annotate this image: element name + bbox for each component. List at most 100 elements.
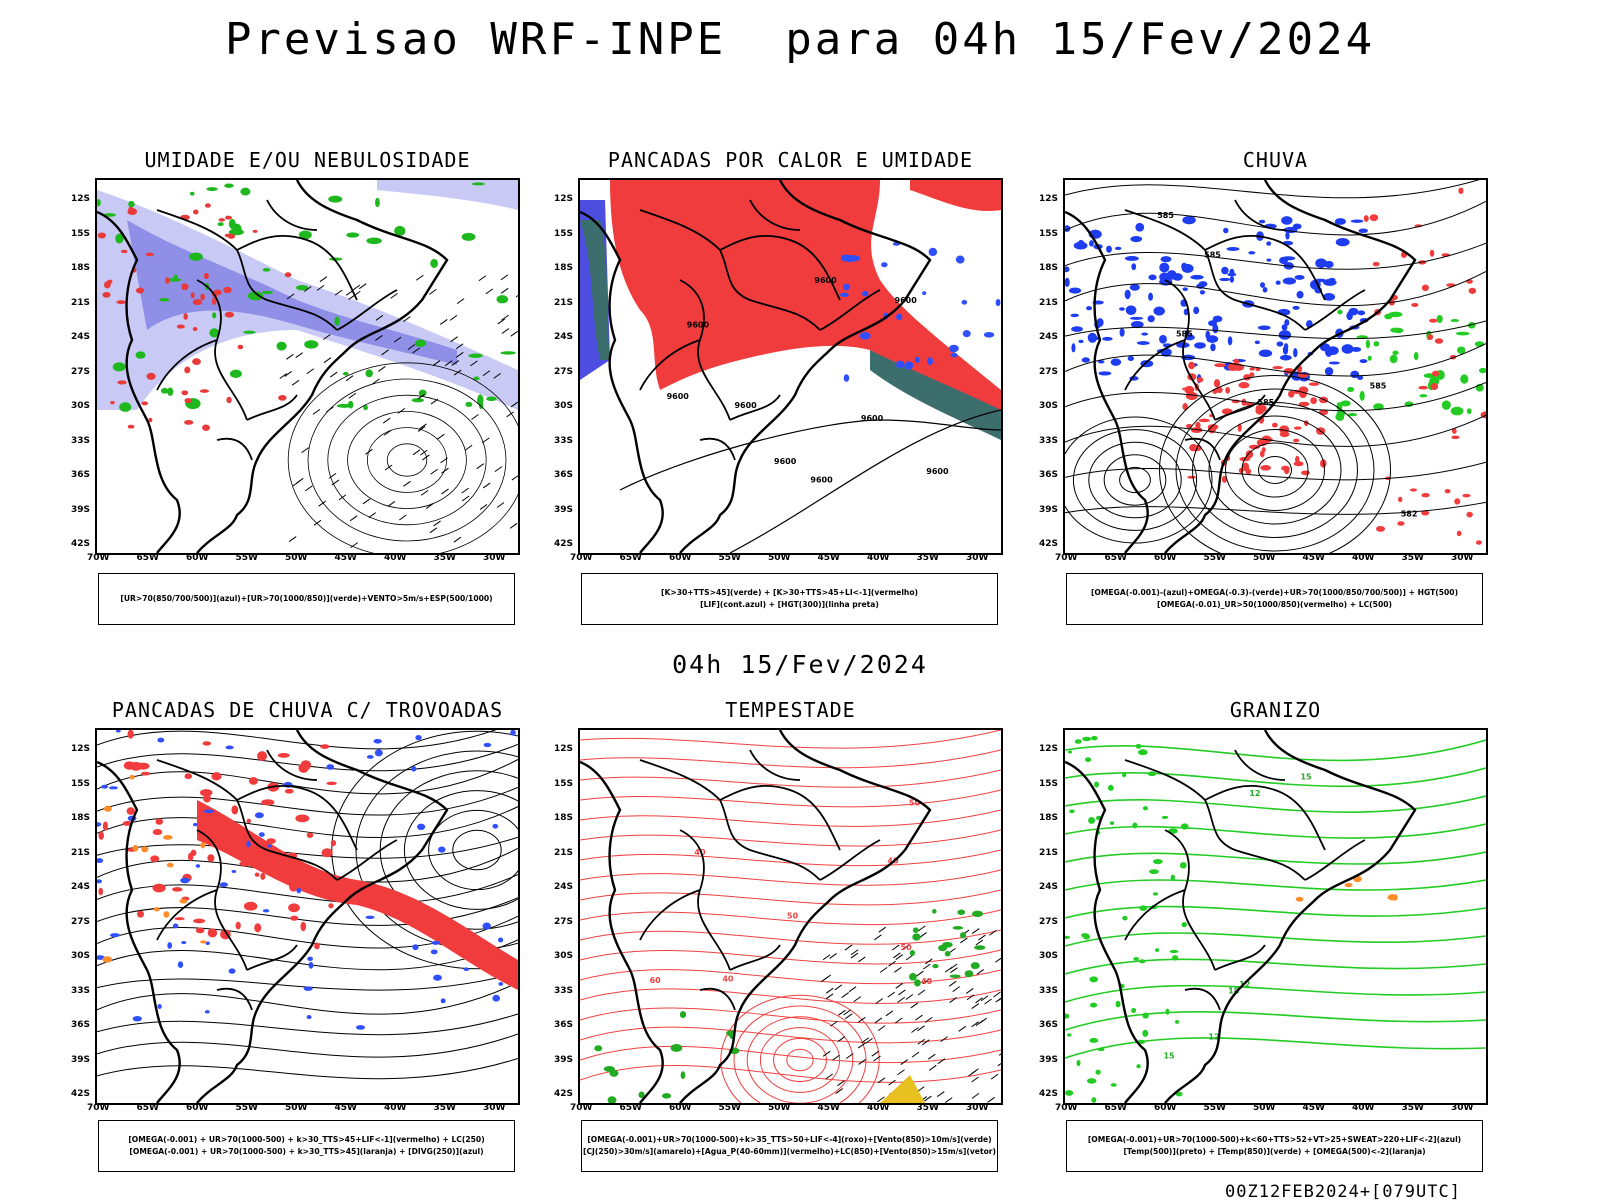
green-humidity xyxy=(334,316,340,326)
red-isolines xyxy=(192,299,203,306)
red-isolines xyxy=(184,398,193,404)
hgt500-contour xyxy=(1159,375,1391,553)
temp850-contour xyxy=(1065,905,1486,919)
temp850-detail xyxy=(1067,750,1073,754)
lat-label: 18S xyxy=(1039,263,1059,273)
temp850-detail xyxy=(1084,757,1092,763)
red-isolines xyxy=(202,424,210,431)
omega-blue xyxy=(1182,287,1188,292)
contour-label: 585 xyxy=(1204,250,1221,259)
lat-label: 15S xyxy=(554,778,574,789)
omega-orange xyxy=(1393,894,1398,901)
green-humidity xyxy=(247,291,264,301)
storm-red xyxy=(172,887,183,892)
divergence-blue xyxy=(498,937,504,943)
precipitable-water-contour xyxy=(580,749,1001,769)
lon-label: 40W xyxy=(867,553,890,563)
lon-label: 60W xyxy=(1154,1103,1177,1113)
wind-arrow xyxy=(433,520,441,527)
lon-label: 45W xyxy=(817,1103,840,1113)
green-humidity xyxy=(411,398,424,403)
temp850-detail xyxy=(1180,823,1189,830)
lat-label: 18S xyxy=(71,813,91,823)
wind-arrow xyxy=(924,1095,932,1102)
wind-arrow xyxy=(316,284,325,291)
lat-label: 21S xyxy=(554,847,574,858)
lon-label: 65W xyxy=(136,1103,159,1113)
streamline xyxy=(97,836,518,859)
panel-title: CHUVA xyxy=(1242,148,1309,172)
coastline xyxy=(97,730,449,1103)
temp850-detail xyxy=(1110,1083,1117,1087)
storm-red xyxy=(328,903,334,909)
divergence-blue xyxy=(167,942,173,949)
wind-arrow xyxy=(952,986,960,993)
storm-red xyxy=(127,730,134,739)
divergence-blue xyxy=(463,967,470,972)
rain-red xyxy=(1310,397,1317,405)
omega-green xyxy=(1340,400,1351,407)
green-humidity xyxy=(296,285,309,291)
wind-arrow xyxy=(960,937,968,944)
storm-red xyxy=(201,822,213,826)
precipitable-water-contour xyxy=(580,829,1001,847)
run-info: 00Z12FEB2024+[079UTC] xyxy=(1225,1182,1461,1202)
temp850-detail xyxy=(1169,949,1179,954)
wind850-green xyxy=(932,963,939,969)
storm-red xyxy=(130,761,142,771)
precipitable-water-contour xyxy=(580,1007,1001,1024)
rain-red xyxy=(1418,385,1429,390)
wind-arrow xyxy=(509,522,518,529)
storm-red xyxy=(200,802,205,810)
green-humidity xyxy=(414,339,427,348)
red-isolines xyxy=(183,313,188,320)
contour-label: 9600 xyxy=(734,401,757,410)
storm-red xyxy=(260,872,266,880)
lat-label: 33S xyxy=(554,435,574,446)
omega-blue xyxy=(1068,287,1082,294)
storm-red xyxy=(261,799,275,806)
wind-arrow xyxy=(937,1058,946,1065)
legend-line: [OMEGA(-0.001) + UR>70(1000-500) + k>30_… xyxy=(129,1147,484,1156)
wind-arrow xyxy=(291,379,300,386)
omega-green xyxy=(1373,341,1380,347)
red-isolines xyxy=(204,203,211,208)
green-humidity xyxy=(97,199,101,207)
wind-arrow xyxy=(329,371,338,378)
green-humidity xyxy=(465,401,473,407)
moisture-dark xyxy=(580,220,610,360)
streamline xyxy=(97,1013,518,1036)
rain-red xyxy=(1279,425,1290,434)
omega-green xyxy=(1389,354,1398,364)
wind-arrow xyxy=(966,994,975,1001)
lon-label: 70W xyxy=(87,1103,110,1113)
omega-green xyxy=(1359,390,1365,401)
lat-label: 27S xyxy=(71,916,91,927)
omega-blue xyxy=(1102,336,1113,341)
omega-blue xyxy=(1221,266,1229,275)
divergence-blue xyxy=(303,986,313,991)
rain-red xyxy=(1184,385,1195,394)
wind-arrow xyxy=(848,986,857,993)
rain-red xyxy=(1293,438,1300,443)
temp850-detail xyxy=(1107,784,1114,791)
lif-contour-blob xyxy=(896,360,905,369)
map: 40 50 40 50 40 40 60 50 xyxy=(578,728,1003,1105)
green-humidity xyxy=(115,233,124,244)
divergence-blue xyxy=(498,981,504,986)
omega-blue xyxy=(1357,310,1366,316)
contour-label: 9600 xyxy=(926,467,949,476)
wind850-green xyxy=(957,909,966,915)
omega-orange xyxy=(1295,896,1304,902)
lon-label: 65W xyxy=(619,553,642,563)
panel-legend: [OMEGA(-0.001)-(azul)+OMEGA(-0.3)-(verde… xyxy=(1066,573,1483,625)
wind-arrow xyxy=(429,527,438,534)
lat-label: 15S xyxy=(1039,778,1059,789)
temp850-detail xyxy=(1170,874,1175,881)
lon-label: 30W xyxy=(483,553,506,563)
wind-arrow xyxy=(875,998,884,1004)
wind-arrow xyxy=(365,448,373,455)
omega-blue xyxy=(1071,343,1076,353)
wind-arrow xyxy=(823,974,832,981)
wind-arrow xyxy=(449,314,458,321)
